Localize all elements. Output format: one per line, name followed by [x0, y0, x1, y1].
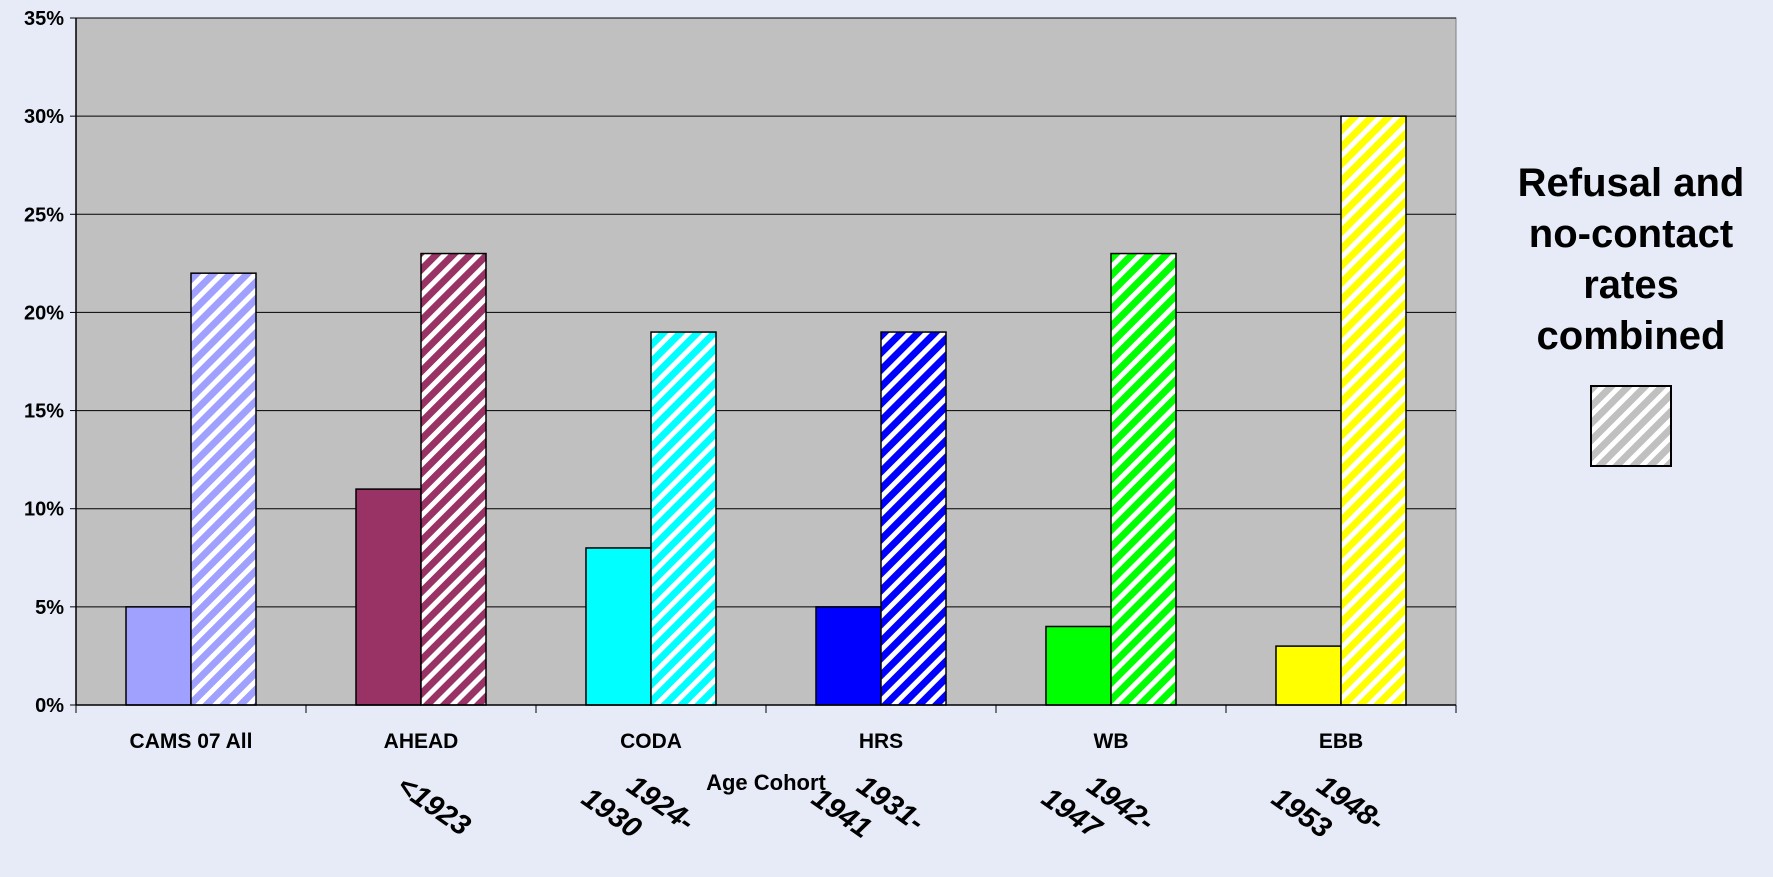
- bar-solid-5: [1275, 645, 1342, 706]
- cohort-label: 1924-1930: [576, 752, 700, 867]
- y-tick-label: 25%: [24, 204, 64, 226]
- y-tick-label: 5%: [35, 597, 64, 619]
- bar-combined-0: [190, 272, 257, 706]
- plot-area: [75, 17, 1457, 706]
- bar-combined-2: [650, 331, 717, 706]
- bar-solid-3: [815, 606, 882, 706]
- y-tick-label: 30%: [24, 106, 64, 128]
- bar-solid-0: [125, 606, 192, 706]
- legend: Refusal and no-contact rates combined: [1518, 161, 1745, 467]
- bar-combined-1: [420, 252, 487, 706]
- y-axis: 0% 5% 10% 15% 20% 25% 30% 35%: [24, 8, 77, 717]
- category-label: CODA: [620, 730, 682, 753]
- category-label: WB: [1094, 730, 1129, 753]
- bar-combined-3: [880, 331, 947, 706]
- y-tick-label: 20%: [24, 302, 64, 324]
- gridlines: [76, 17, 1456, 608]
- category-label: CAMS 07 All: [130, 730, 253, 753]
- category-label: HRS: [859, 730, 903, 753]
- cohort-label: 1948-1953: [1266, 752, 1390, 867]
- bar-combined-5: [1340, 115, 1407, 706]
- y-tick-label: 35%: [24, 8, 64, 30]
- bar-solid-2: [585, 547, 652, 706]
- category-label: AHEAD: [384, 730, 459, 753]
- legend-swatch: [1590, 385, 1672, 467]
- cohort-label: 1942-1947: [1036, 752, 1160, 867]
- cohort-labels: <1923 1924-1930 1931-1941 1942-1947 1948-195…: [391, 752, 1390, 867]
- bar-solid-1: [355, 488, 422, 706]
- bars: [125, 115, 1407, 706]
- category-label: EBB: [1319, 730, 1363, 753]
- x-axis-label: Age Cohort: [706, 770, 826, 795]
- y-tick-label: 10%: [24, 499, 64, 521]
- bar-combined-4: [1110, 252, 1177, 706]
- legend-title: Refusal and no-contact rates combined: [1518, 161, 1745, 358]
- y-tick-label: 15%: [24, 401, 64, 423]
- x-axis: CAMS 07 All AHEAD CODA HRS WB EBB: [75, 704, 1457, 753]
- cohort-label: <1923: [391, 770, 476, 843]
- y-tick-label: 0%: [35, 695, 64, 717]
- bar-solid-4: [1045, 625, 1112, 706]
